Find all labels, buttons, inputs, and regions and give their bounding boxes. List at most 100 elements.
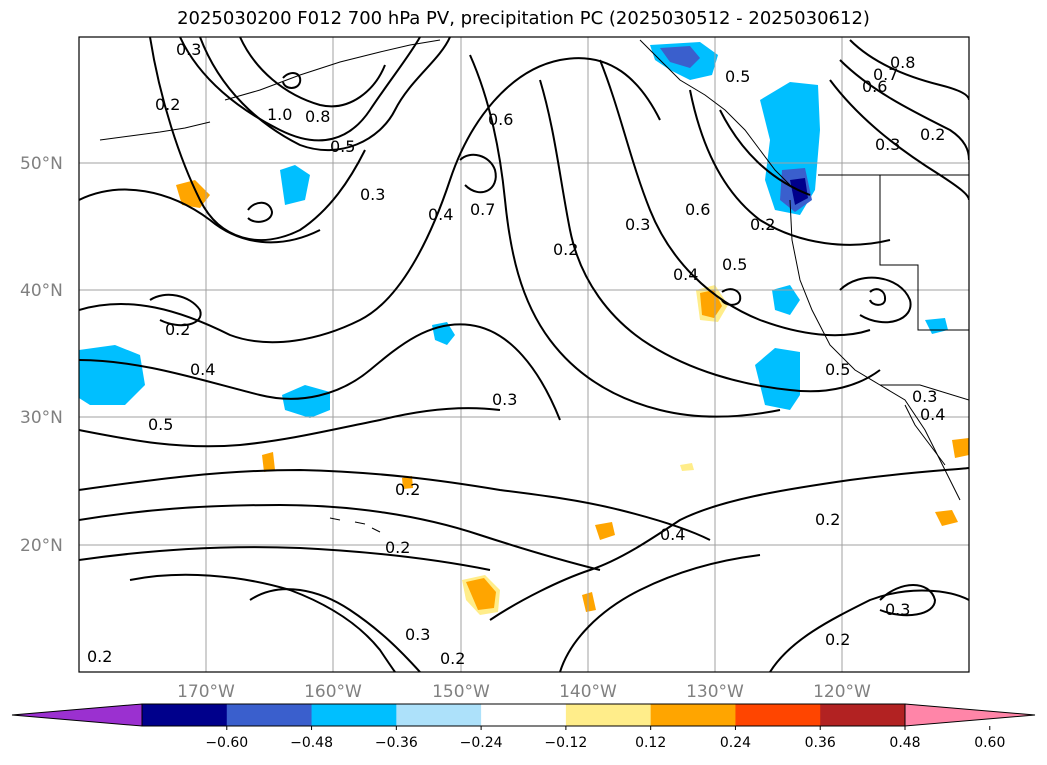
colorbar-tick-label: 0.12	[635, 735, 666, 751]
contour-label: 0.2	[440, 649, 465, 668]
precip-pos-6	[935, 510, 958, 526]
precip-blob-west	[79, 345, 145, 405]
precip-blob-ne	[280, 165, 310, 205]
contour-label: 0.4	[190, 360, 215, 379]
lon-label-170w: 170°W	[177, 682, 235, 702]
border-states	[879, 175, 969, 331]
contour-label: 0.6	[685, 200, 710, 219]
longitude-labels: 170°W 160°W 150°W 140°W 130°W 120°W	[177, 682, 871, 702]
contour-label: 0.2	[155, 95, 180, 114]
precip-shading	[79, 42, 969, 615]
lat-label-40n: 40°N	[20, 281, 63, 301]
colorbar-tick-label: −0.12	[544, 735, 587, 751]
colorbar-segment	[311, 704, 397, 726]
contour-label: 0.5	[330, 137, 355, 156]
contour-label: 0.2	[815, 510, 840, 529]
colorbar-segment	[650, 704, 736, 726]
contour-label: 0.2	[395, 480, 420, 499]
baja-coast	[904, 404, 946, 466]
contour-label: 0.3	[875, 135, 900, 154]
contour-label: 0.4	[660, 525, 685, 544]
canada-coast	[639, 39, 791, 186]
colorbar-tick-labels: −0.60 −0.48 −0.36 −0.24 −0.12 0.12 0.24 0.36 0.4…	[205, 726, 1005, 751]
contour-label: 1.0	[267, 105, 292, 124]
colorbar-segment	[820, 704, 906, 726]
map-plot-area: 0.3 0.2 1.0 0.8 0.5 0.3 0.6 0.7 0.4 0.2 …	[79, 37, 969, 672]
contour-label: 0.3	[405, 625, 430, 644]
contour-label: 0.6	[488, 110, 513, 129]
colorbar-tick-label: 0.60	[974, 735, 1005, 751]
contour-label: 0.3	[176, 40, 201, 59]
precip-blob-mid	[282, 385, 330, 418]
contour-label: 0.2	[825, 630, 850, 649]
alaska-coast	[224, 39, 441, 101]
hawaii	[329, 517, 381, 533]
contour-label: 0.7	[470, 200, 495, 219]
colorbar-tick-label: −0.60	[205, 735, 248, 751]
contour-label: 0.3	[912, 387, 937, 406]
lat-label-20n: 20°N	[20, 536, 63, 556]
lon-label-150w: 150°W	[432, 682, 490, 702]
contour-label: 0.6	[862, 77, 887, 96]
precip-pos-8	[262, 452, 275, 472]
lon-label-130w: 130°W	[686, 682, 744, 702]
colorbar-tick-label: −0.48	[290, 735, 333, 751]
contour-label: 0.3	[360, 185, 385, 204]
colorbar-segment	[142, 704, 228, 726]
contour-label: 0.4	[428, 205, 453, 224]
colorbar-segment	[735, 704, 821, 726]
aleutians	[99, 121, 211, 141]
colorbar-segment	[226, 704, 313, 726]
precip-blob-east	[925, 318, 948, 334]
contour-label: 0.7	[873, 65, 898, 84]
contour-label: 0.5	[825, 360, 850, 379]
contour-label: 0.3	[625, 215, 650, 234]
contour-label: 0.2	[920, 125, 945, 144]
lon-label-160w: 160°W	[304, 682, 362, 702]
map-title: 2025030200 F012 700 hPa PV, precipitatio…	[177, 8, 870, 29]
latitude-labels: 50°N 40°N 30°N 20°N	[20, 154, 63, 556]
contour-label: 0.3	[492, 390, 517, 409]
colorbar-tick-label: −0.24	[460, 735, 503, 751]
precip-pos-5	[582, 592, 596, 612]
precip-pos-9	[402, 476, 413, 489]
colorbar-tick-label: 0.48	[889, 735, 920, 751]
contour-label: 0.3	[885, 600, 910, 619]
contour-label: 0.8	[890, 53, 915, 72]
lat-label-30n: 30°N	[20, 408, 63, 428]
colorbar-tick-label: 0.36	[805, 735, 836, 751]
colorbar-frame	[141, 703, 906, 727]
contour-label: 0.2	[553, 240, 578, 259]
contour-label: 0.8	[305, 107, 330, 126]
contour-label: 0.5	[725, 67, 750, 86]
precip-pos-4	[595, 522, 615, 540]
coastlines	[99, 39, 969, 533]
lon-label-120w: 120°W	[813, 682, 871, 702]
colorbar-tick-label: 0.24	[720, 735, 751, 751]
contour-label: 0.4	[673, 265, 698, 284]
border-mexico	[880, 384, 969, 401]
colorbar-segment	[565, 704, 652, 726]
contour-label: 0.5	[722, 255, 747, 274]
pv-contours	[79, 37, 969, 672]
lat-label-50n: 50°N	[20, 154, 63, 174]
colorbar	[11, 703, 1036, 727]
us-west-coast	[789, 199, 961, 501]
precip-pos-10	[680, 463, 694, 471]
colorbar-extend-max	[904, 703, 1036, 727]
lon-label-140w: 140°W	[559, 682, 617, 702]
precip-blob-cal	[755, 348, 800, 410]
precip-blob-pnw-core	[660, 46, 700, 68]
precip-pos-3-core	[466, 578, 496, 610]
precip-blob-cal2	[772, 285, 800, 315]
contour-label: 0.2	[165, 320, 190, 339]
map-frame	[78, 36, 970, 673]
contour-label: 0.5	[148, 415, 173, 434]
colorbar-segment	[396, 704, 482, 726]
colorbar-segment	[481, 704, 567, 726]
colorbar-tick-label: −0.36	[375, 735, 418, 751]
contour-labels: 0.3 0.2 1.0 0.8 0.5 0.3 0.6 0.7 0.4 0.2 …	[87, 40, 945, 668]
contour-label: 0.2	[385, 538, 410, 557]
precip-pos-7	[952, 438, 969, 458]
